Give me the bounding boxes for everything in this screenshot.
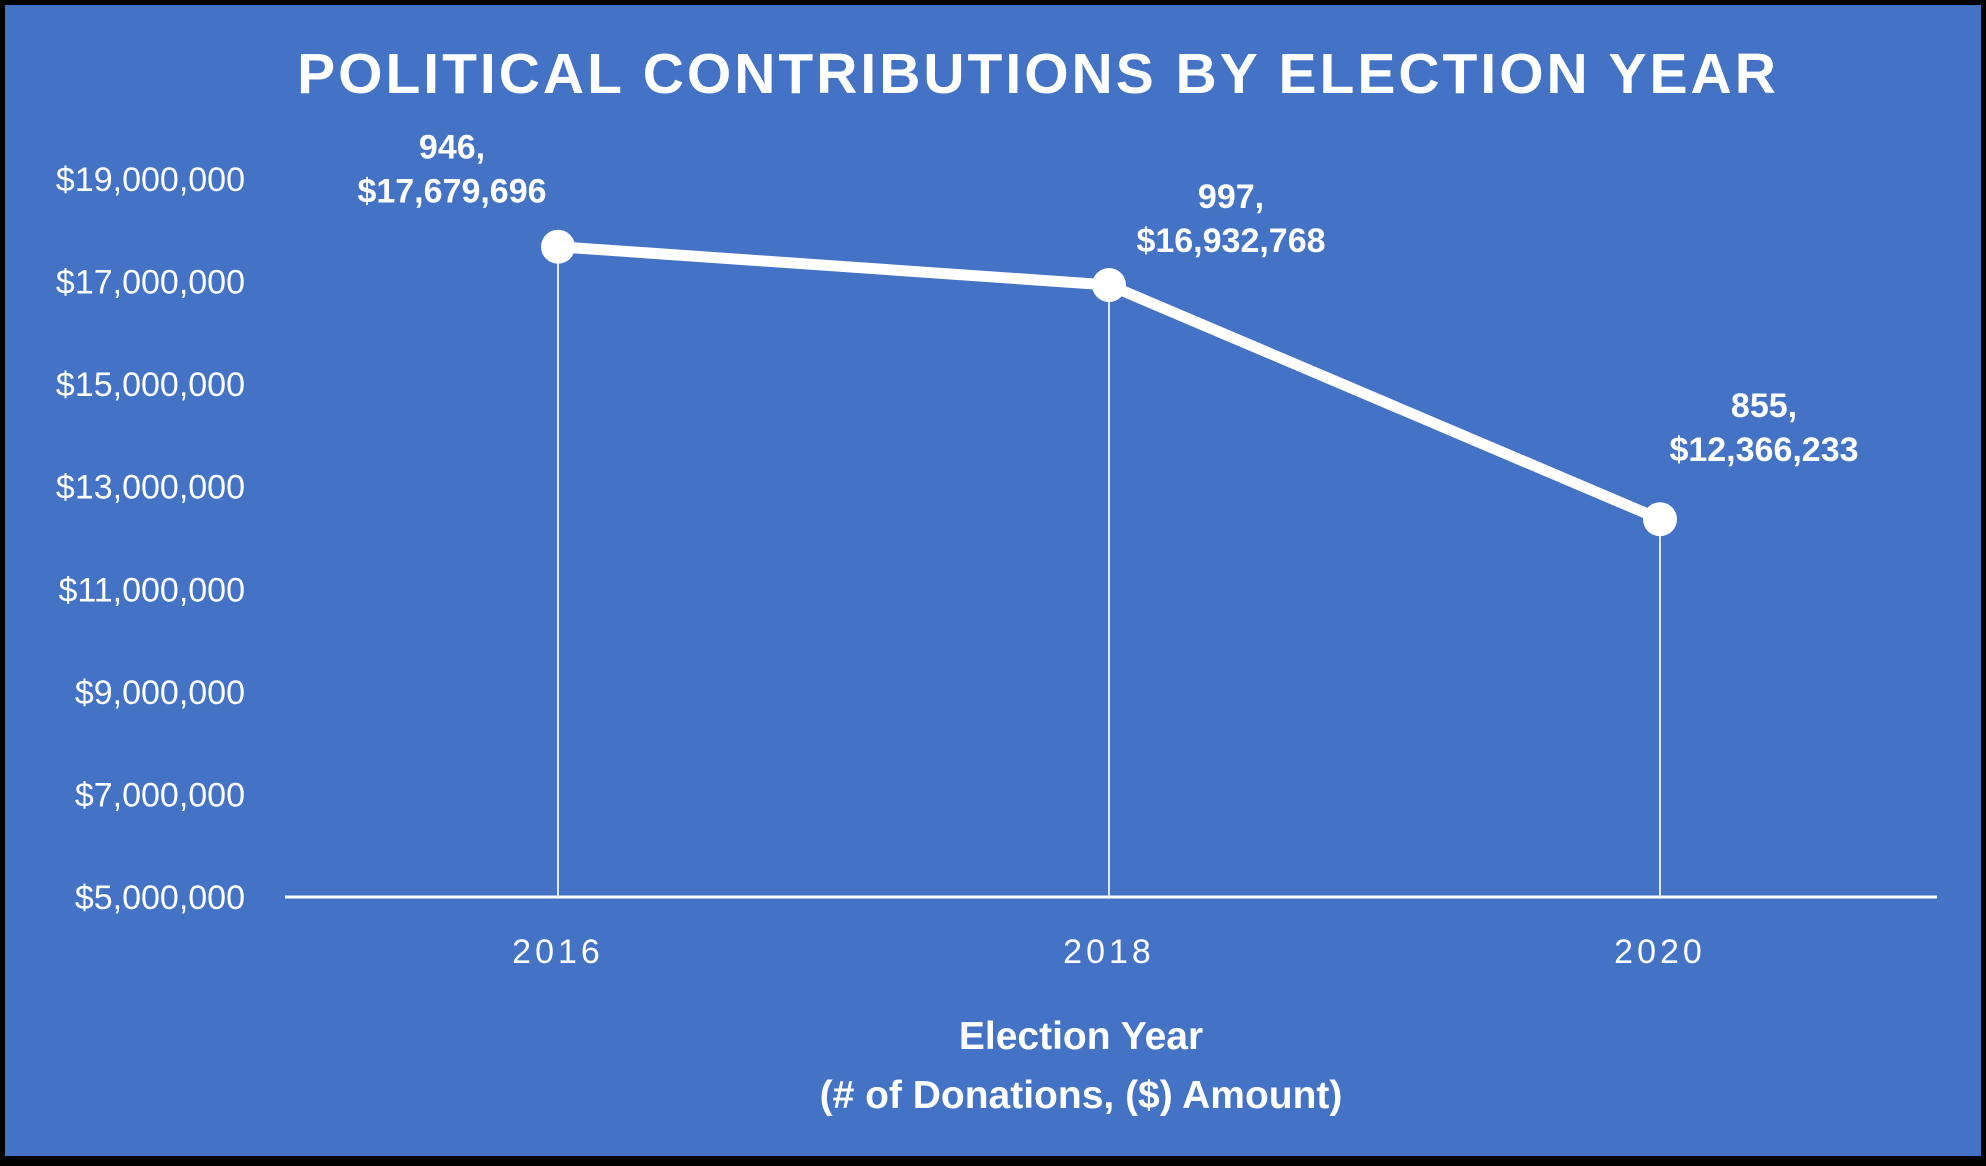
drop-lines: [557, 246, 1661, 897]
data-label-amount: $17,679,696: [357, 173, 546, 211]
y-tick-label: $9,000,000: [75, 674, 245, 712]
data-label-count: 946,: [419, 129, 485, 167]
x-axis-title-line-2: (# of Donations, ($) Amount): [820, 1074, 1343, 1117]
data-label-count: 997,: [1198, 178, 1264, 216]
data-points: [541, 229, 1677, 537]
data-point-marker: [1092, 268, 1126, 303]
x-tick-label: 2020: [1614, 933, 1706, 971]
y-tick-label: $7,000,000: [75, 776, 245, 814]
data-labels: 946, $17,679,696 997, $16,932,768 855, $12,36…: [357, 129, 1858, 470]
chart-title: POLITICAL CONTRIBUTIONS BY ELECTION YEAR: [297, 42, 1779, 106]
x-tick-label: 2018: [1063, 933, 1155, 971]
chart-svg: POLITICAL CONTRIBUTIONS BY ELECTION YEAR…: [56, 42, 1937, 1117]
y-tick-label: $15,000,000: [56, 366, 245, 404]
y-tick-label: $11,000,000: [58, 571, 245, 609]
y-tick-label: $19,000,000: [56, 161, 245, 199]
x-tick-label: 2016: [512, 933, 604, 971]
data-label-count: 855,: [1731, 387, 1797, 425]
data-point-marker: [1643, 502, 1677, 537]
data-label-amount: $12,366,233: [1669, 431, 1858, 469]
y-tick-label: $17,000,000: [56, 264, 245, 302]
data-point-marker: [541, 229, 575, 264]
y-axis: $5,000,000 $7,000,000 $9,000,000 $11,000,00…: [56, 161, 245, 917]
data-label-amount: $16,932,768: [1136, 222, 1325, 260]
y-tick-label: $5,000,000: [75, 879, 245, 917]
x-axis: 2016 2018 2020: [285, 895, 1937, 971]
y-tick-label: $13,000,000: [56, 469, 245, 507]
x-axis-title-line-1: Election Year: [959, 1015, 1203, 1058]
